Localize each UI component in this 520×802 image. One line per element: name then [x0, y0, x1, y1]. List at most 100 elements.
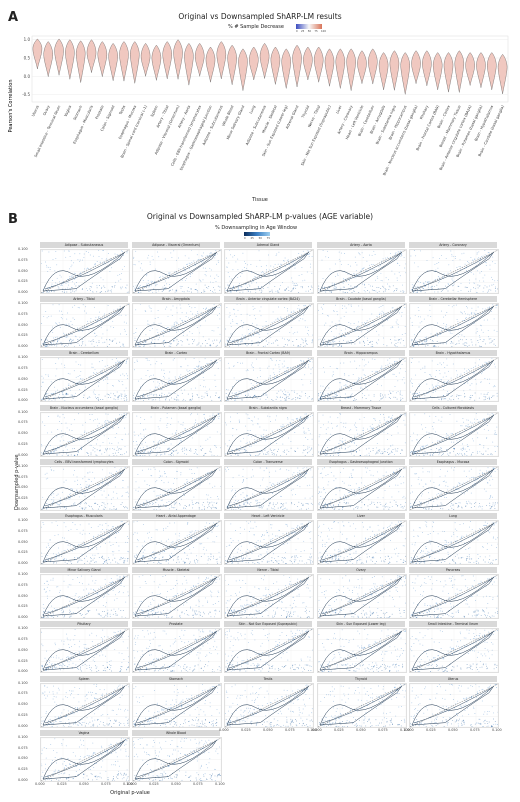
scatter-point	[58, 287, 60, 289]
scatter-point	[98, 397, 100, 399]
scatter-point	[354, 426, 356, 427]
density-contour	[411, 414, 494, 454]
scatter-point	[68, 250, 70, 252]
scatter-point	[492, 304, 494, 306]
scatter-point	[320, 392, 322, 394]
scatter-point	[464, 342, 466, 344]
scatter-point	[265, 340, 267, 342]
scatter-point	[482, 364, 484, 366]
scatter-point	[339, 389, 341, 391]
scatter-point	[66, 452, 68, 454]
scatter-point	[106, 329, 108, 331]
scatter-point	[266, 453, 268, 455]
scatter-point	[57, 340, 59, 342]
scatter-point	[104, 396, 106, 397]
scatter-point	[400, 391, 401, 392]
scatter-point	[459, 452, 461, 454]
scatter-point	[245, 283, 247, 285]
scatter-point	[415, 286, 417, 288]
scatter-point	[411, 286, 413, 288]
scatter-point	[89, 269, 91, 270]
scatter-point	[232, 321, 234, 322]
scatter-point	[388, 416, 390, 418]
scatter-point	[175, 382, 177, 384]
scatter-point	[181, 320, 183, 321]
scatter-point	[381, 285, 383, 287]
scatter-point	[470, 318, 472, 319]
scatter-point	[430, 448, 432, 450]
scatter-point	[90, 375, 92, 377]
facet-ytick-label: 0.050	[18, 376, 28, 381]
scatter-point	[328, 387, 330, 389]
scatter-point	[425, 444, 427, 446]
scatter-point	[212, 292, 214, 293]
scatter-point	[184, 389, 186, 391]
scatter-point	[304, 345, 306, 347]
scatter-point	[70, 338, 72, 340]
scatter-point	[276, 396, 278, 398]
scatter-point	[187, 339, 189, 341]
scatter-point	[111, 508, 113, 510]
scatter-point	[375, 371, 377, 373]
scatter-point	[56, 264, 58, 266]
violin-shape	[400, 52, 410, 95]
scatter-point	[347, 340, 349, 342]
scatter-point	[93, 346, 95, 348]
scatter-point	[214, 257, 216, 259]
scatter-point	[240, 445, 241, 447]
scatter-point	[95, 317, 97, 318]
scatter-point	[148, 376, 150, 378]
scatter-point	[301, 286, 303, 288]
scatter-point	[71, 274, 73, 276]
facet-ytick-label: 0.050	[18, 322, 28, 327]
scatter-point	[122, 343, 124, 345]
scatter-point	[88, 340, 90, 342]
scatter-point	[42, 421, 43, 423]
scatter-point	[357, 380, 359, 382]
scatter-point	[480, 381, 482, 383]
scatter-point	[225, 397, 227, 398]
scatter-point	[235, 453, 237, 455]
scatter-point	[404, 382, 406, 384]
scatter-point	[324, 324, 325, 326]
scatter-point	[462, 343, 464, 345]
scatter-point	[113, 313, 115, 315]
scatter-point	[342, 278, 344, 280]
scatter-point	[213, 330, 215, 332]
scatter-point	[135, 440, 137, 442]
scatter-point	[432, 388, 434, 390]
scatter-point	[176, 312, 178, 314]
scatter-point	[139, 339, 141, 341]
scatter-point	[163, 370, 165, 372]
scatter-point	[46, 508, 47, 510]
scatter-point	[305, 367, 307, 369]
scatter-point	[275, 255, 277, 257]
scatter-point	[257, 287, 259, 289]
scatter-point	[75, 290, 77, 292]
scatter-point	[181, 290, 183, 292]
scatter-point	[390, 417, 392, 419]
scatter-point	[195, 448, 196, 450]
scatter-point	[367, 337, 368, 339]
violin-shape	[465, 52, 475, 86]
scatter-point	[466, 324, 468, 326]
scatter-point	[423, 282, 425, 284]
scatter-point	[432, 392, 434, 394]
facet-strip: Brain - Amygdala	[132, 296, 220, 303]
scatter-point	[168, 277, 169, 279]
scatter-point	[164, 308, 166, 310]
scatter-point	[94, 263, 96, 265]
scatter-point	[414, 451, 416, 453]
scatter-point	[326, 438, 328, 440]
scatter-point	[115, 363, 117, 364]
scatter-point	[273, 377, 275, 379]
scatter-point	[435, 279, 436, 280]
scatter-point	[480, 382, 482, 384]
scatter-point	[52, 332, 54, 334]
panel-a-letter: A	[8, 10, 19, 25]
scatter-point	[187, 371, 189, 373]
scatter-point	[358, 379, 359, 381]
scatter-point	[387, 453, 389, 455]
scatter-point	[201, 366, 203, 368]
scatter-point	[107, 346, 108, 348]
